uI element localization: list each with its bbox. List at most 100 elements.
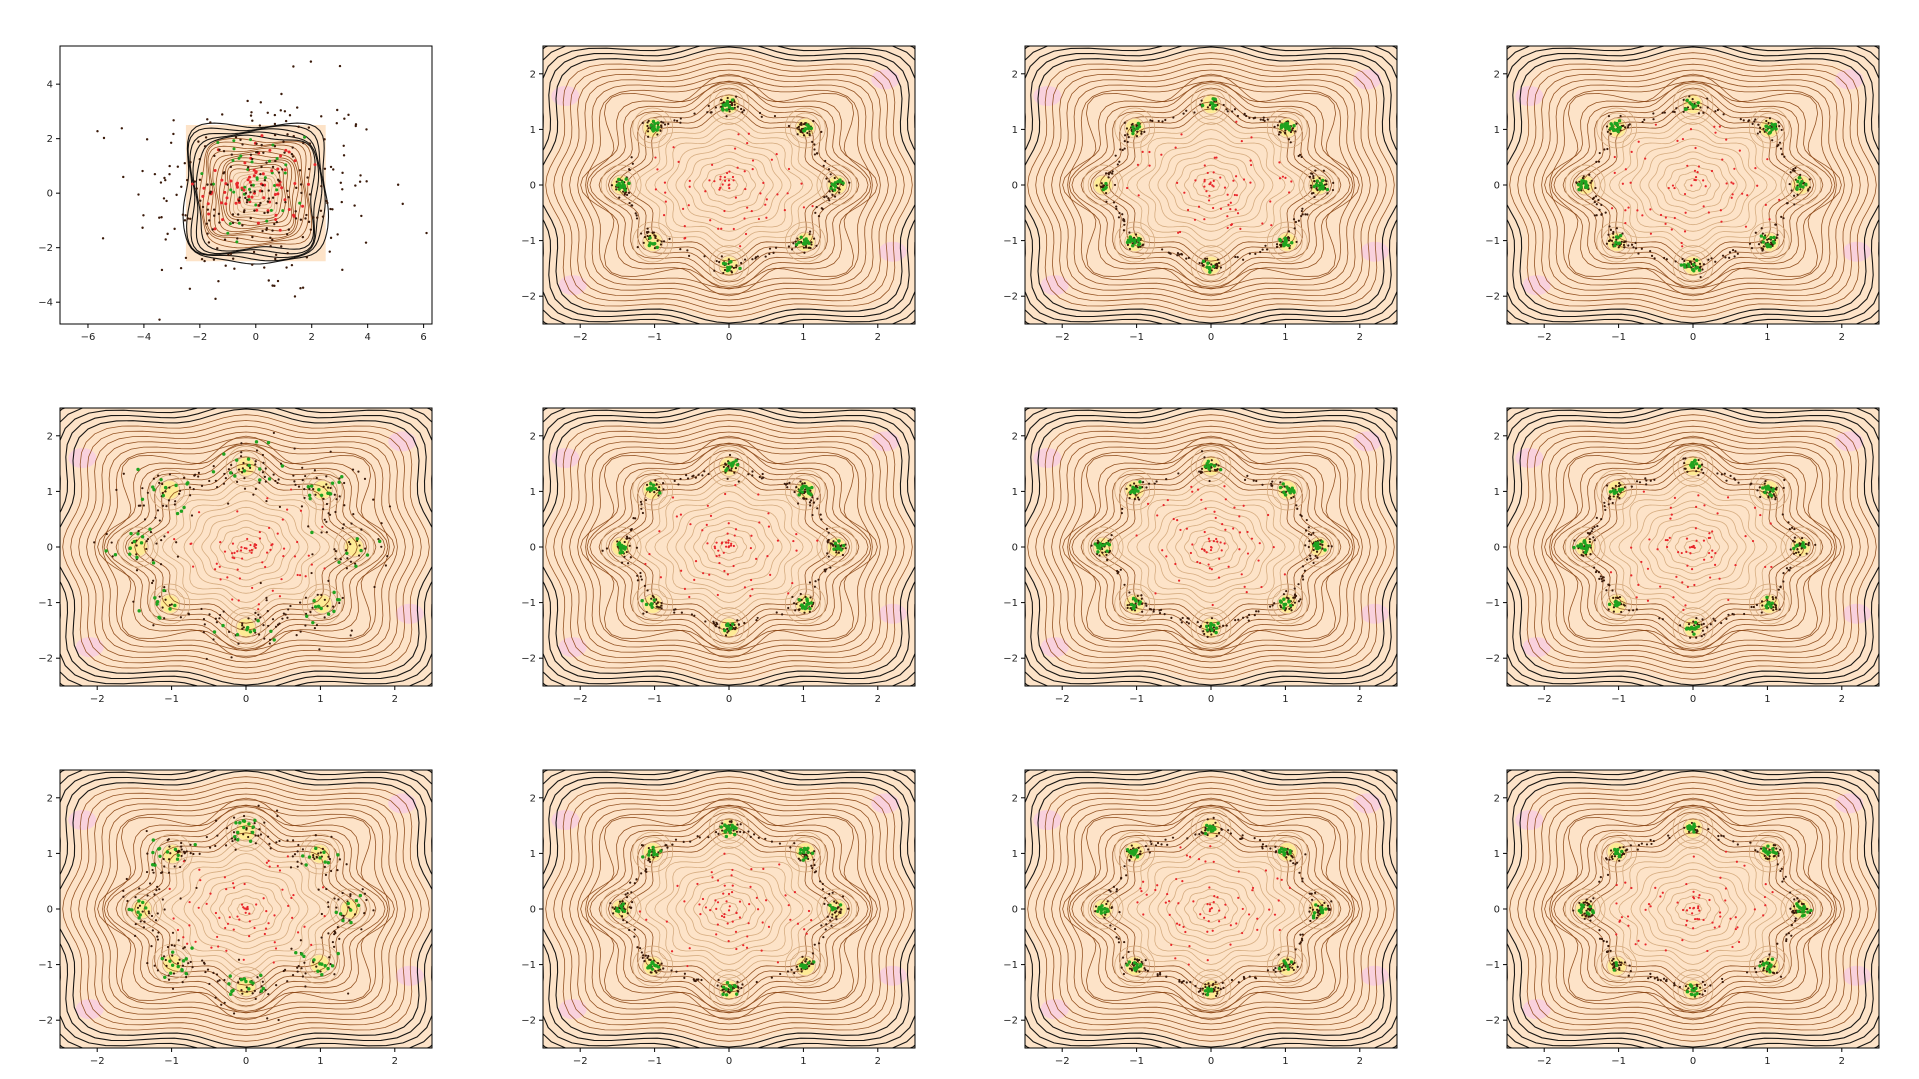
scatter-point [1690, 103, 1694, 107]
scatter-point [739, 830, 742, 833]
scatter-point [1122, 229, 1126, 232]
scatter-point [724, 545, 728, 548]
contour-line [60, 770, 432, 1048]
scatter-point [265, 596, 268, 600]
y-tick-label: −1 [1485, 598, 1500, 609]
scatter-point [1673, 110, 1676, 114]
contour-line [162, 846, 330, 972]
scatter-point [1117, 216, 1121, 219]
scatter-point [1720, 220, 1723, 223]
scatter-point [307, 220, 311, 224]
scatter-point [788, 481, 791, 484]
scatter-point [349, 908, 353, 912]
scatter-point [1224, 528, 1227, 531]
contour-line [183, 500, 309, 594]
scatter-point [688, 185, 691, 188]
contour-line [545, 414, 913, 680]
contour-line [1025, 408, 1397, 686]
scatter-point [364, 547, 367, 550]
scatter-point [1593, 539, 1596, 542]
scatter-point [1739, 118, 1742, 121]
scatter-point [1721, 254, 1725, 257]
scatter-point [341, 891, 344, 895]
mode-contour [1092, 174, 1114, 196]
scatter-point [328, 513, 332, 516]
scatter-point [1748, 242, 1752, 245]
mode-highlight [313, 595, 332, 614]
scatter-point [727, 541, 730, 544]
scatter-point [1209, 101, 1213, 105]
scatter-point [325, 531, 328, 534]
scatter-point [257, 834, 260, 837]
scatter-point [312, 216, 315, 219]
scatter-point [1303, 569, 1307, 572]
contour-line [97, 435, 395, 659]
scatter-point [1618, 488, 1622, 492]
scatter-point [1131, 485, 1135, 490]
scatter-point [329, 869, 333, 873]
scatter-point [1194, 179, 1197, 182]
scatter-point [171, 931, 175, 934]
scatter-point [1728, 256, 1731, 259]
scatter-point [254, 151, 258, 154]
scatter-point [298, 201, 302, 205]
scatter-point [1145, 604, 1148, 607]
scatter-point [219, 613, 222, 617]
scatter-point [236, 837, 240, 842]
scatter-point [1617, 119, 1622, 123]
scatter-point [1690, 465, 1694, 470]
contour-line [589, 80, 869, 290]
scatter-point [141, 226, 144, 229]
scatter-point [611, 906, 614, 909]
scatter-point [176, 165, 180, 168]
scatter-point [755, 618, 758, 622]
scatter-point [1287, 125, 1292, 129]
scatter-point [806, 131, 809, 135]
scatter-point [622, 919, 625, 922]
scatter-point [727, 104, 731, 108]
scatter-point [1672, 596, 1675, 599]
scatter-point [1579, 542, 1583, 547]
scatter-point [1140, 602, 1144, 605]
scatter-point [1723, 472, 1726, 475]
scatter-point [1637, 252, 1640, 255]
scatter-point [1137, 194, 1140, 197]
scatter-point [176, 964, 180, 969]
scatter-point [714, 106, 717, 109]
scatter-point [616, 540, 619, 543]
scatter-point [751, 258, 754, 261]
scatter-point [1223, 542, 1226, 545]
scatter-point [635, 214, 638, 217]
scatter-point [690, 613, 694, 616]
scatter-point [1681, 581, 1684, 584]
scatter-point [1637, 140, 1640, 143]
scatter-point [660, 240, 663, 243]
scatter-point [258, 467, 262, 471]
scatter-point [320, 973, 324, 977]
scatter-point [1794, 178, 1797, 181]
scatter-point [152, 871, 155, 874]
contour-line [218, 526, 273, 568]
scatter-point [1730, 196, 1733, 199]
scatter-point [840, 908, 843, 911]
y-tick-label: −1 [521, 598, 536, 609]
scatter-point [179, 865, 182, 869]
scatter-point [711, 876, 714, 879]
scatter-point [237, 221, 241, 225]
scatter-point [247, 187, 251, 191]
scatter-point [1211, 264, 1216, 269]
scatter-point [269, 245, 272, 248]
scatter-point [651, 129, 655, 133]
scatter-point [803, 251, 806, 254]
scatter-point [329, 236, 333, 240]
scatter-point [334, 510, 337, 514]
scatter-point [1180, 621, 1183, 624]
scatter-point [271, 229, 274, 232]
mode-contour [713, 612, 745, 643]
scatter-point [178, 958, 181, 961]
scatter-point [1312, 561, 1315, 565]
scatter-point [178, 489, 182, 492]
scatter-point [319, 209, 323, 212]
scatter-point [848, 181, 851, 184]
